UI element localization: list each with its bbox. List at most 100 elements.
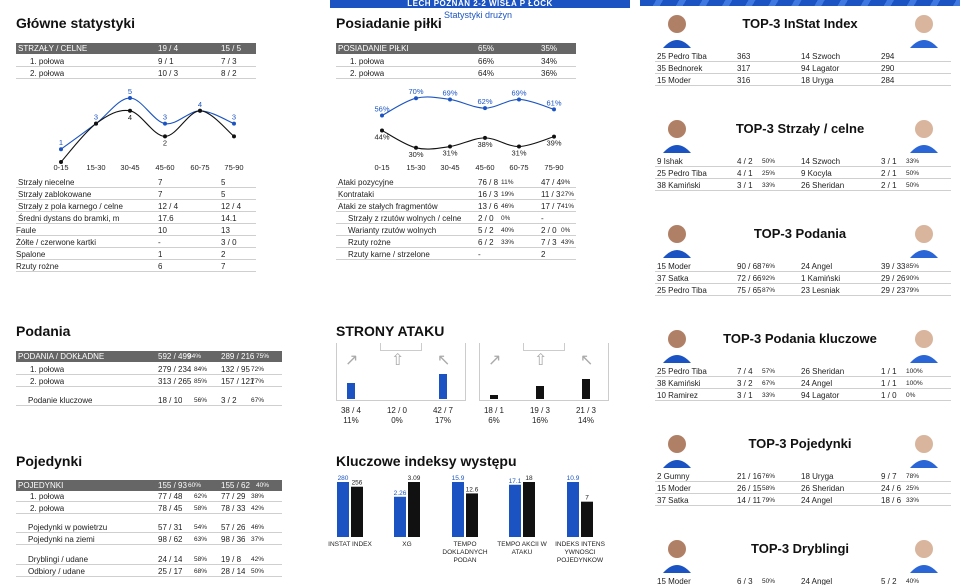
table-cell: 66% xyxy=(478,57,495,66)
table-cell: 68% xyxy=(194,568,208,575)
table-cell: 33% xyxy=(501,239,515,246)
data-point xyxy=(94,121,98,126)
data-point xyxy=(414,145,418,150)
table-cell: Pojedynki na ziemi xyxy=(28,535,95,544)
table-cell: PODANIA / DOKŁADNE xyxy=(18,352,105,361)
table-cell: 43% xyxy=(561,239,575,246)
table-row: 1. połowa 77 / 48 62% 77 / 29 38% xyxy=(16,491,282,502)
x-tick-label: PODAN xyxy=(453,557,476,564)
table-cell: 90 / 68 xyxy=(737,262,762,271)
table-cell: 33% xyxy=(762,392,776,399)
table-cell: 75% xyxy=(256,353,270,360)
table-cell: Rzuty karne / strzelone xyxy=(348,250,430,259)
data-label: 31% xyxy=(442,149,457,158)
top3-row: 15 Moder 6 / 3 50% 24 Angel 5 / 2 40% xyxy=(655,576,951,585)
table-cell: 57 / 31 xyxy=(158,523,183,532)
index-bar xyxy=(394,496,406,537)
data-label: 62% xyxy=(477,97,492,106)
data-point xyxy=(128,108,132,113)
attack-bar xyxy=(347,383,355,399)
table-cell: 65% xyxy=(478,44,495,53)
table-cell: - xyxy=(478,250,481,259)
top3-title: TOP-3 Pojedynki xyxy=(748,436,852,451)
table-cell: 2 xyxy=(221,250,226,259)
x-tick-label: 0-15 xyxy=(374,163,389,172)
table-cell: 84% xyxy=(188,353,202,360)
data-point xyxy=(232,134,236,139)
data-label: 3.09 xyxy=(408,475,421,482)
table-header: POSIADANIE PIŁKI 65% 35% xyxy=(336,43,576,54)
table-cell: 313 / 265 xyxy=(158,377,192,386)
table-cell: 79% xyxy=(762,497,776,504)
table-cell: 77 / 48 xyxy=(158,492,183,501)
table-cell: 155 / 93 xyxy=(158,481,187,490)
index-bar xyxy=(337,482,349,537)
table-cell: 87% xyxy=(762,287,776,294)
table-cell: 18 / 6 xyxy=(881,496,902,505)
top3-title: TOP-3 Podania xyxy=(753,226,847,241)
table-cell: 38% xyxy=(251,493,265,500)
data-point xyxy=(232,121,236,126)
table-cell: 16 / 3 xyxy=(478,190,499,199)
table-cell: 279 / 234 xyxy=(158,365,192,374)
table-cell: 2. połowa xyxy=(30,377,65,386)
x-tick-label: 45-60 xyxy=(155,163,174,172)
table-cell: 9 / 7 xyxy=(881,472,897,481)
table-cell: 28 / 14 xyxy=(221,567,246,576)
table-cell: 25 Pedro Tiba xyxy=(657,367,707,376)
top3-title: TOP-3 InStat Index xyxy=(742,16,858,31)
index-bar xyxy=(408,482,420,537)
table-cell: 19 / 4 xyxy=(158,44,179,53)
data-label: 18 xyxy=(525,475,533,482)
table-cell: 25% xyxy=(906,485,920,492)
table-cell: 47 / 4 xyxy=(541,178,562,187)
table-cell: 24 Angel xyxy=(801,577,833,585)
table-cell: 26 Sheridan xyxy=(801,484,845,493)
table-cell: 58% xyxy=(194,505,208,512)
data-label: 30% xyxy=(408,150,423,159)
table-cell: 294 xyxy=(881,52,895,61)
attack-percent: 14% xyxy=(577,416,594,425)
data-point xyxy=(552,107,556,112)
x-tick-label: 15-30 xyxy=(86,163,105,172)
table-cell: 5 xyxy=(221,190,226,199)
table-cell: 50% xyxy=(762,578,776,585)
table-row: Ataki ze stałych fragmentów 13 / 6 46% 17 /… xyxy=(336,201,576,212)
table-row: Rzuty rożne 6 / 2 33% 7 / 3 43% xyxy=(336,237,576,248)
series-line-0 xyxy=(381,96,555,117)
data-point xyxy=(163,121,167,126)
table-cell: Ataki ze stałych fragmentów xyxy=(338,202,438,211)
table-row: Strzały z pola karnego / celne 12 / 4 12 /… xyxy=(16,201,256,212)
attack-value: 19 / 3 xyxy=(529,406,550,415)
table-cell: 24 Angel xyxy=(801,496,833,505)
table-cell: 2 / 1 xyxy=(881,181,897,190)
data-label: 70% xyxy=(408,87,423,96)
table-cell: 11% xyxy=(501,179,514,186)
table-row: Dryblingi / udane 24 / 14 58% 19 / 8 42% xyxy=(16,554,282,565)
attack-value: 12 / 0 xyxy=(386,406,407,415)
data-point xyxy=(517,144,521,149)
table-cell: 12 / 4 xyxy=(221,202,242,211)
table-row: 1. połowa 9 / 1 7 / 3 xyxy=(16,56,256,67)
index-bar xyxy=(581,501,593,537)
table-cell: 94 Lagator xyxy=(801,64,840,73)
table-cell: 9 / 1 xyxy=(158,57,174,66)
data-point xyxy=(483,135,487,140)
table-cell: 0% xyxy=(501,215,511,222)
possession-timeline-chart: 56% 70% 69% 62% 69% 61% 44% 30% 31% 38% 31% 39% 0-15… xyxy=(374,87,563,172)
table-cell: 317 xyxy=(737,64,751,73)
match-banner: LECH POZNAŃ 2-2 WISŁA P ŁOCK xyxy=(330,0,630,8)
table-cell: 35 Bednorek xyxy=(657,64,703,73)
table-row: 2. połowa 64% 36% xyxy=(336,68,576,79)
x-tick-label: INDEKS INTENS xyxy=(555,541,606,548)
x-tick-label: DOKLADNYCH xyxy=(442,549,487,556)
table-cell: 9 Ishak xyxy=(657,157,683,166)
table-cell: 26 / 15 xyxy=(737,484,762,493)
table-cell: 7 / 3 xyxy=(541,238,557,247)
table-row: Żółte / czerwone kartki - 3 / 0 xyxy=(16,237,256,248)
data-label: 12.6 xyxy=(466,486,479,493)
table-header: STRZAŁY / CELNE 19 / 4 15 / 5 xyxy=(16,43,256,54)
table-cell: Średni dystans do bramki, m xyxy=(18,214,120,223)
data-point xyxy=(414,96,418,101)
